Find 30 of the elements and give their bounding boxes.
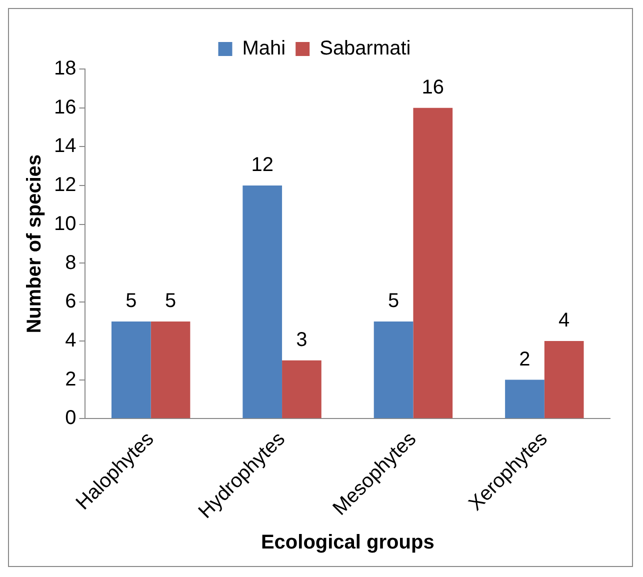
data-label: 16 bbox=[422, 76, 444, 98]
data-label: 3 bbox=[296, 328, 308, 351]
bar bbox=[413, 108, 453, 418]
x-axis-title: Ecological groups bbox=[260, 532, 434, 554]
data-label: 5 bbox=[388, 290, 400, 312]
bar bbox=[111, 322, 151, 418]
bar bbox=[282, 360, 322, 418]
data-label: 2 bbox=[519, 348, 530, 370]
y-tick-label: 2 bbox=[65, 368, 76, 390]
bar bbox=[242, 186, 282, 418]
y-tick-label: 10 bbox=[54, 212, 76, 235]
y-tick-label: 4 bbox=[65, 329, 76, 352]
y-tick-label: 6 bbox=[65, 290, 76, 313]
data-label: 4 bbox=[558, 309, 570, 332]
bar bbox=[544, 340, 584, 418]
bar bbox=[150, 322, 190, 418]
legend-label: Mahi bbox=[242, 38, 286, 60]
data-label: 5 bbox=[126, 290, 137, 312]
y-tick-label: 14 bbox=[54, 135, 76, 158]
data-label: 12 bbox=[251, 154, 274, 176]
bar bbox=[374, 322, 414, 418]
y-tick-label: 0 bbox=[65, 407, 76, 430]
y-tick-label: 16 bbox=[54, 96, 76, 118]
y-tick-label: 8 bbox=[65, 252, 76, 274]
y-axis-title: Number of species bbox=[24, 154, 46, 334]
y-tick-label: 18 bbox=[54, 58, 76, 80]
y-tick-label: 12 bbox=[54, 174, 76, 196]
data-label: 5 bbox=[164, 290, 176, 312]
bar bbox=[505, 380, 544, 418]
legend-label: Sabarmati bbox=[320, 38, 411, 60]
